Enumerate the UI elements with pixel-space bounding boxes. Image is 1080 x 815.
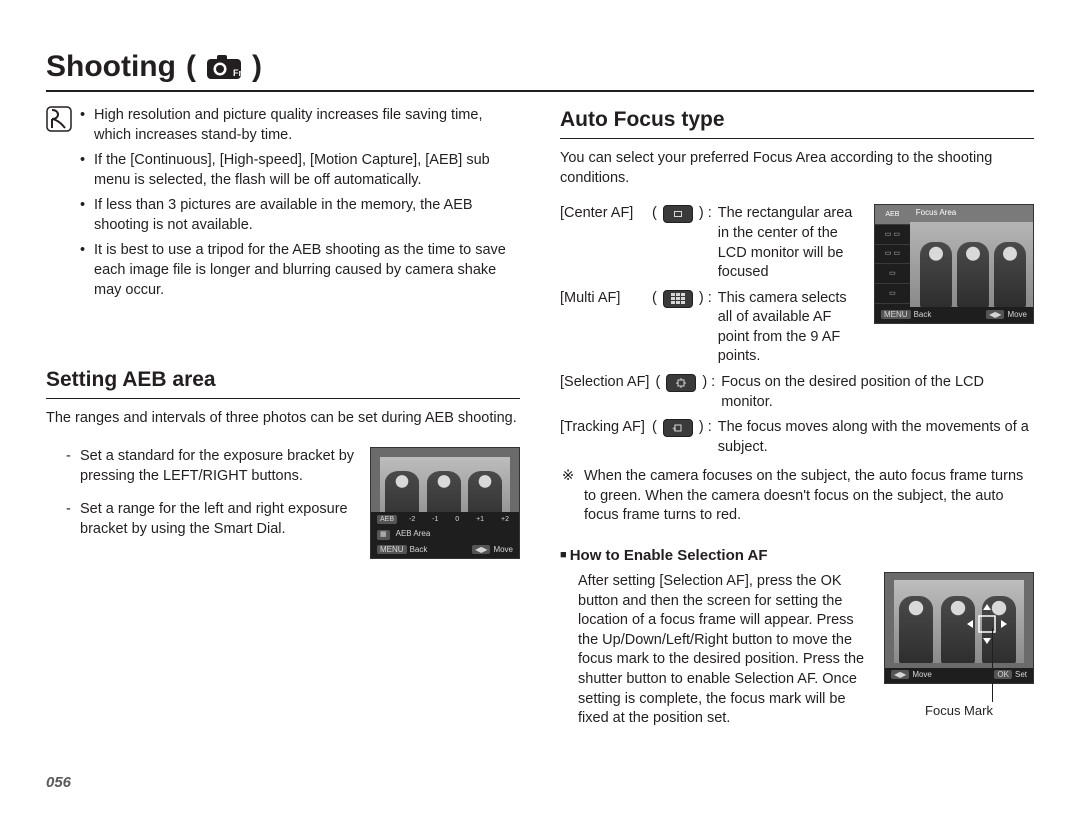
af-heading: Auto Focus type: [560, 106, 1034, 139]
center-af-icon: [663, 205, 693, 223]
note-bullet: It is best to use a tripod for the AEB s…: [80, 241, 520, 300]
page-number: 056: [46, 774, 71, 791]
aeb-bottom-strip: MENUBack ◀▶Move: [371, 543, 519, 558]
af-bottom-strip: MENUBack ◀▶Move: [875, 307, 1033, 324]
af-lcd: AEB ▭ ▭ ▭ ▭ ▭ ▭ Focus Area MENUB: [874, 204, 1034, 324]
aeb-heading: Setting AEB area: [46, 366, 520, 399]
note-box: High resolution and picture quality incr…: [46, 106, 520, 306]
af-type-desc: Focus on the desired position of the LCD…: [721, 373, 1034, 412]
af-type-desc: The rectangular area in the center of th…: [718, 204, 860, 282]
howto-lcd-figure: ◀▶Move OKSet Focus Mark: [884, 572, 1034, 724]
af-type-row: [Multi AF] ( ) : This camera selects all…: [560, 289, 860, 367]
focus-mark-icon: [964, 601, 1010, 647]
multi-af-icon: [663, 290, 693, 308]
af-type-row: [Tracking AF] ( + ) : The focus moves al…: [560, 418, 1034, 457]
af-lcd-main: Focus Area: [910, 205, 1033, 306]
af-type-desc: The focus moves along with the movements…: [718, 418, 1034, 457]
af-type-row: [Center AF] ( ) : The rectangular area i…: [560, 204, 860, 282]
howto-bottom-strip: ◀▶Move OKSet: [885, 668, 1033, 683]
note-bullet: If less than 3 pictures are available in…: [80, 196, 520, 235]
leader-line: [992, 628, 993, 702]
note-bullet: If the [Continuous], [High-speed], [Moti…: [80, 151, 520, 190]
svg-text:+: +: [672, 426, 676, 433]
page-title: Shooting: [46, 50, 176, 84]
aeb-item: Set a standard for the exposure bracket …: [62, 447, 520, 486]
af-type-desc: This camera selects all of available AF …: [718, 289, 860, 367]
af-sidebar-row: AEB: [875, 205, 910, 225]
svg-text:Fn: Fn: [233, 68, 242, 78]
right-column: Auto Focus type You can select your pref…: [560, 106, 1034, 730]
howto-lcd: ◀▶Move OKSet: [884, 572, 1034, 684]
note-bullet: High resolution and picture quality incr…: [80, 106, 520, 145]
manual-page: Shooting ( Fn ) High resolution and pict…: [0, 0, 1080, 815]
af-type-label: [Tracking AF]: [560, 418, 646, 457]
page-title-row: Shooting ( Fn ): [46, 50, 1034, 92]
selection-af-icon: [666, 374, 696, 392]
af-sidebar-row: ▭: [875, 264, 910, 284]
af-type-label: [Center AF]: [560, 204, 646, 282]
note-bullet-list: High resolution and picture quality incr…: [80, 106, 520, 306]
two-column-layout: High resolution and picture quality incr…: [46, 106, 1034, 730]
af-type-label: [Selection AF]: [560, 373, 649, 412]
tracking-af-icon: +: [663, 419, 693, 437]
title-close-paren: ): [252, 50, 262, 84]
af-type-label: [Multi AF]: [560, 289, 646, 367]
focus-color-note: When the camera focuses on the subject, …: [560, 467, 1034, 526]
af-lcd-title: Focus Area: [910, 205, 1033, 221]
camera-fn-icon: Fn: [206, 54, 242, 80]
left-column: High resolution and picture quality incr…: [46, 106, 520, 730]
af-lcd-sidebar: AEB ▭ ▭ ▭ ▭ ▭ ▭: [875, 205, 910, 323]
aeb-intro: The ranges and intervals of three photos…: [46, 409, 520, 429]
af-lcd-figure: AEB ▭ ▭ ▭ ▭ ▭ ▭ Focus Area MENUB: [874, 204, 1034, 324]
focus-mark-label: Focus Mark: [884, 702, 1034, 720]
af-sidebar-row: ▭ ▭: [875, 245, 910, 265]
aeb-item: Set a range for the left and right expos…: [62, 500, 520, 539]
af-sidebar-row: ▭ ▭: [875, 225, 910, 245]
title-open-paren: (: [186, 50, 196, 84]
af-intro: You can select your preferred Focus Area…: [560, 149, 1034, 188]
lcd-photo-area: [894, 580, 1024, 664]
note-icon: [46, 106, 72, 132]
howto-heading: How to Enable Selection AF: [560, 546, 1034, 566]
af-sidebar-row: ▭: [875, 284, 910, 304]
af-type-row: [Selection AF] ( ) : Focus on the desire…: [560, 373, 1034, 412]
